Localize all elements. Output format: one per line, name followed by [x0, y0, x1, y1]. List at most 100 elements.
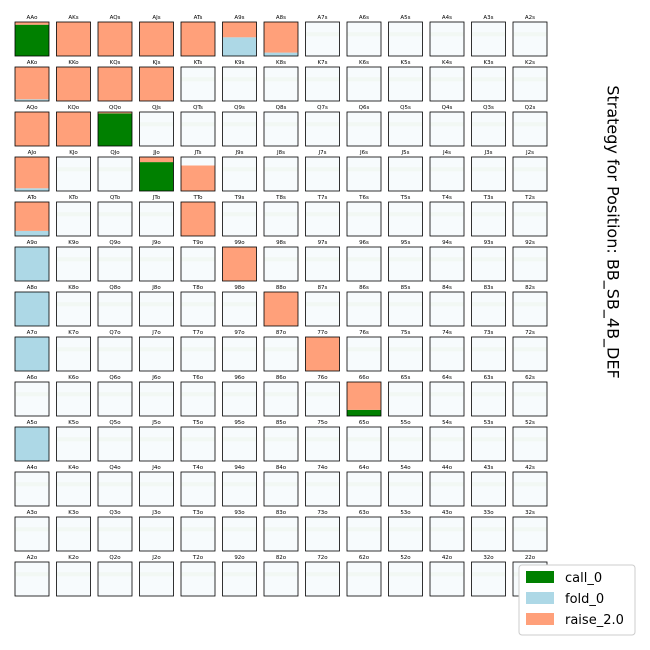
cell-border — [512, 246, 548, 282]
cell-background — [388, 67, 423, 101]
hand-label: 32o — [483, 555, 494, 561]
hand-cell-A7s: A7s — [305, 15, 340, 57]
cell-background — [430, 337, 464, 371]
cell-background — [56, 337, 91, 371]
cell-background — [513, 517, 547, 551]
strategy-bar-faint — [264, 212, 298, 217]
hand-label: T6o — [192, 375, 204, 381]
hand-label: Q7o — [109, 330, 121, 336]
strategy-bar-raise — [139, 67, 174, 101]
hand-cell-93s: 93s — [471, 240, 506, 282]
hand-cell-32s: 32s — [512, 510, 548, 552]
cell-border — [429, 201, 465, 237]
cell-border — [14, 201, 50, 237]
hand-label: A3s — [483, 15, 493, 21]
cell-background — [56, 292, 91, 326]
hand-cell-95s: 95s — [388, 240, 423, 282]
hand-label: J3o — [151, 510, 161, 516]
strategy-bar-fold — [15, 99, 49, 101]
strategy-bar-faint — [513, 167, 547, 172]
cell-border — [305, 156, 340, 192]
strategy-bar-faint — [471, 437, 506, 442]
cell-background — [513, 22, 547, 56]
strategy-bar-fold — [15, 188, 49, 191]
cell-background — [139, 382, 174, 416]
hand-cell-52o: 52o — [388, 555, 423, 597]
strategy-bar-faint — [305, 167, 340, 172]
strategy-bar-faint — [513, 122, 547, 127]
hand-cell-96s: 96s — [346, 240, 382, 282]
hand-label: 99o — [234, 240, 245, 246]
hand-cell-65s: 65s — [388, 375, 423, 417]
hand-label: 32s — [525, 510, 535, 516]
hand-label: K4s — [442, 60, 452, 66]
hand-cell-T6o: T6o — [180, 375, 216, 417]
strategy-bar-faint — [56, 347, 91, 352]
hand-cell-75o: 75o — [305, 420, 340, 462]
cell-background — [430, 112, 464, 146]
hand-label: 55o — [400, 420, 411, 426]
hand-label: 63o — [359, 510, 370, 516]
cell-background — [222, 427, 257, 461]
cell-border — [180, 561, 216, 597]
cell-border — [14, 246, 50, 282]
cell-border — [346, 21, 382, 57]
hand-cell-A7o: A7o — [14, 330, 50, 372]
strategy-bar-faint — [305, 212, 340, 217]
strategy-bar-raise — [222, 22, 257, 38]
hand-cell-J7o: J7o — [139, 330, 174, 372]
strategy-bar-faint — [56, 392, 91, 397]
hand-cell-A2o: A2o — [14, 555, 50, 597]
hand-cell-T9o: T9o — [180, 240, 216, 282]
hand-label: A7o — [27, 330, 38, 336]
hand-label: J2o — [151, 555, 161, 561]
cell-border — [14, 561, 50, 597]
strategy-bar-faint — [430, 437, 464, 442]
hand-label: T7o — [192, 330, 204, 336]
hand-label: 97s — [318, 240, 328, 246]
cell-border — [14, 66, 50, 102]
cell-border — [429, 381, 465, 417]
hand-label: K7o — [68, 330, 79, 336]
cell-border — [388, 66, 423, 102]
strategy-bar-faint — [430, 347, 464, 352]
hand-label: 87o — [276, 330, 287, 336]
strategy-bar-faint — [388, 257, 423, 262]
strategy-bar-faint — [15, 527, 49, 532]
strategy-bar-faint — [388, 122, 423, 127]
cell-border — [180, 291, 216, 327]
hand-label: A6s — [359, 15, 369, 21]
hand-label: Q9o — [109, 240, 121, 246]
cell-border — [471, 291, 506, 327]
strategy-bar-faint — [305, 572, 340, 577]
strategy-bar-faint — [347, 122, 381, 127]
strategy-bar-fold — [15, 337, 49, 371]
cell-border — [429, 336, 465, 372]
hand-label: 96o — [234, 375, 245, 381]
cell-border — [180, 516, 216, 552]
hand-label: Q2s — [525, 105, 536, 111]
hand-cell-32o: 32o — [471, 555, 506, 597]
hand-label: QJo — [110, 150, 120, 156]
hand-label: AQs — [110, 15, 121, 21]
cell-background — [98, 427, 132, 461]
strategy-bar-raise — [305, 337, 340, 371]
cell-border — [263, 291, 299, 327]
hand-label: A6o — [27, 375, 38, 381]
strategy-bar-faint — [305, 482, 340, 487]
cell-border — [56, 471, 91, 507]
cell-border — [222, 471, 257, 507]
strategy-bar-faint — [139, 482, 174, 487]
hand-label: AAo — [27, 15, 39, 21]
hand-label: 52s — [525, 420, 535, 426]
cell-background — [56, 202, 91, 236]
cell-background — [471, 22, 506, 56]
strategy-bar-faint — [471, 527, 506, 532]
hand-label: 85s — [401, 285, 411, 291]
hand-cell-94s: 94s — [429, 240, 465, 282]
hand-label: T4o — [192, 465, 204, 471]
cell-border — [14, 291, 50, 327]
strategy-bar-faint — [430, 257, 464, 262]
cell-border — [512, 426, 548, 462]
hand-label: 64o — [359, 465, 370, 471]
